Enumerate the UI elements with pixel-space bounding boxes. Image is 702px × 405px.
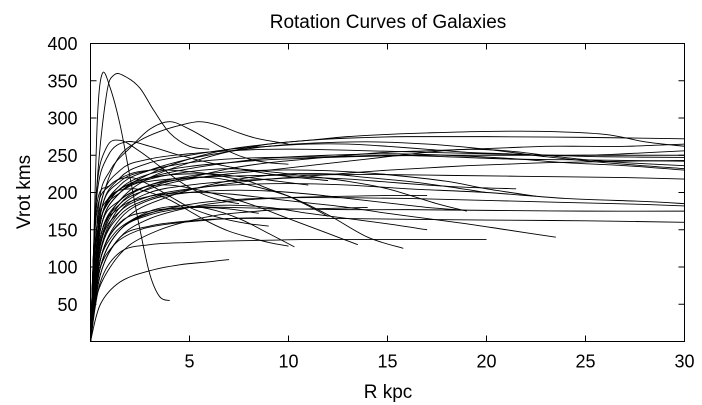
curve-line-37: [90, 189, 467, 342]
curve-line-1: [90, 71, 170, 342]
y-tick-label: 200: [47, 183, 77, 203]
curve-line-6: [90, 130, 685, 342]
curve-line-27: [90, 197, 685, 342]
curve-line-35: [90, 217, 289, 342]
curve-line-42: [90, 206, 368, 342]
curve-line-29: [90, 188, 289, 342]
curve-line-13: [90, 177, 404, 342]
x-tick-label: 10: [278, 352, 298, 372]
curve-line-15: [90, 259, 230, 342]
y-tick-label: 400: [47, 34, 77, 54]
x-tick-label: 15: [377, 352, 397, 372]
y-tick-label: 350: [47, 71, 77, 91]
curve-line-30: [90, 169, 537, 342]
y-tick-label: 100: [47, 258, 77, 278]
y-tick-label: 50: [57, 295, 77, 315]
curve-line-14: [90, 205, 295, 342]
ticks-group: [90, 43, 685, 342]
x-tick-label: 5: [184, 352, 194, 372]
curve-line-36: [90, 206, 259, 342]
x-tick-label: 20: [476, 352, 496, 372]
curve-line-39: [90, 160, 685, 342]
x-tick-label: 30: [674, 352, 694, 372]
curve-line-33: [90, 148, 685, 342]
curve-line-9: [90, 183, 685, 342]
curve-line-28: [90, 177, 269, 342]
curve-line-23: [90, 154, 685, 342]
x-axis-label: R kpc: [364, 382, 413, 403]
curve-line-18: [90, 206, 685, 342]
curve-line-34: [90, 143, 685, 342]
y-tick-label: 250: [47, 146, 77, 166]
curve-line-16: [90, 238, 487, 342]
curve-line-12: [90, 184, 358, 342]
curves-group: [90, 71, 685, 342]
curve-line-4: [90, 121, 289, 342]
curve-line-41: [90, 173, 309, 342]
curve-line-26: [90, 194, 428, 342]
curve-line-40: [90, 154, 685, 342]
curve-line-21: [90, 168, 467, 342]
x-tick-label: 25: [575, 352, 595, 372]
y-tick-label: 150: [47, 220, 77, 240]
curve-line-17: [90, 217, 685, 342]
tick-labels-group: 5 10 15 20 25 30 50 100 150 200 250 300 350 400: [47, 34, 694, 372]
curve-line-3: [90, 121, 289, 342]
chart-title: Rotation Curves of Galaxies: [270, 12, 507, 33]
curve-line-7: [90, 141, 685, 342]
y-axis-label: Vrot kms: [14, 155, 35, 229]
y-tick-label: 300: [47, 109, 77, 129]
curve-line-38: [90, 141, 329, 342]
